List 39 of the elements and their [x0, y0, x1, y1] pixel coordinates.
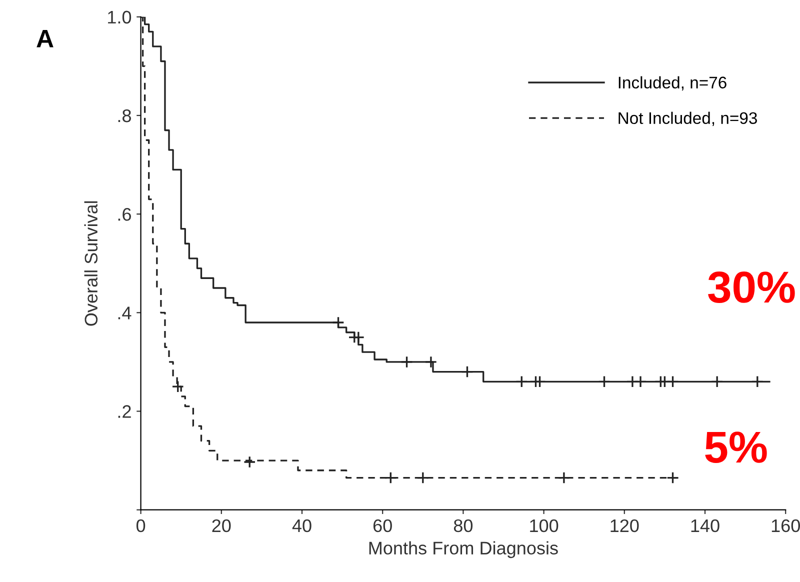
point	[534, 375, 546, 388]
point	[666, 375, 679, 388]
annotation: 5%	[705, 432, 767, 463]
point	[666, 472, 679, 484]
point	[243, 456, 256, 468]
point	[461, 366, 474, 378]
point	[710, 375, 724, 388]
y-tick-label: .6	[118, 208, 131, 221]
x-tick-label: 160	[772, 519, 800, 532]
legend-label: Included, n=76	[618, 76, 726, 90]
x-tick-label: 140	[691, 519, 720, 532]
x-tick-label: 80	[454, 519, 473, 532]
annotation: 30%	[708, 271, 795, 303]
point	[558, 472, 570, 484]
point	[172, 380, 184, 393]
point	[634, 375, 647, 388]
x-tick-label: 0	[136, 519, 146, 532]
point	[352, 331, 365, 344]
legend-label: Not Included, n=93	[618, 112, 757, 126]
point	[416, 472, 430, 484]
y-tick-label: 1.0	[108, 10, 132, 24]
point	[751, 375, 764, 388]
x-tick-label: 100	[530, 519, 558, 532]
x-tick-label: 60	[373, 519, 392, 532]
x-axis-title: Months From Diagnosis	[369, 541, 558, 558]
point	[424, 356, 438, 368]
text: A	[36, 30, 54, 48]
y-axis-title: Overall Survival	[84, 201, 98, 326]
x-tick-label: 40	[292, 519, 312, 532]
point	[515, 375, 528, 388]
point	[332, 316, 344, 329]
y-tick-label: .2	[118, 405, 131, 418]
point	[384, 472, 397, 484]
y-tick-label: .4	[118, 306, 132, 320]
y-tick-label: .8	[118, 109, 131, 122]
x-tick-label: 120	[610, 519, 639, 532]
x-tick-label: 20	[212, 519, 231, 532]
point	[598, 375, 610, 388]
point	[400, 356, 413, 368]
